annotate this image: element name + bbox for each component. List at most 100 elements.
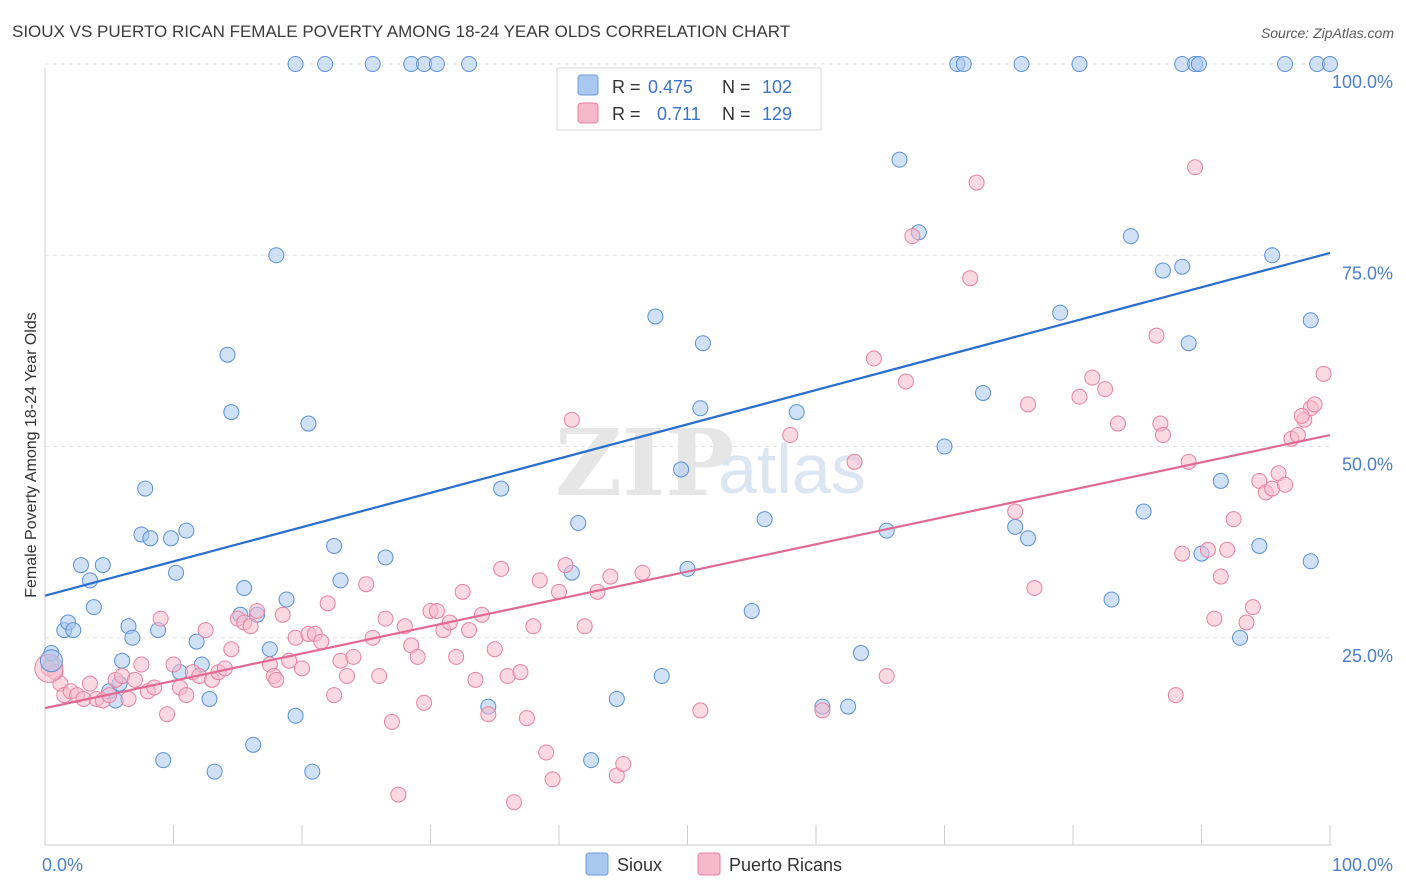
legend-n-label-sioux: N = <box>722 77 751 97</box>
point-puerto-ricans-22 <box>178 687 195 704</box>
point-puerto-ricans-44 <box>319 595 336 612</box>
point-puerto-ricans-130 <box>1293 407 1310 424</box>
legend-series: Sioux Puerto Ricans <box>585 852 842 876</box>
point-puerto-ricans-112 <box>1199 541 1216 558</box>
legend-bottom-swatch-sioux <box>585 852 609 876</box>
point-sioux-55 <box>608 690 625 707</box>
point-puerto-ricans-73 <box>512 664 529 681</box>
point-sioux-14 <box>124 629 141 646</box>
y-axis-title: Female Poverty Among 18-24 Year Olds <box>23 312 40 598</box>
x-tick-label-0: 0.0% <box>42 855 83 875</box>
point-puerto-ricans-111 <box>1187 159 1204 176</box>
point-puerto-ricans-65 <box>461 622 478 639</box>
point-sioux-59 <box>679 560 696 577</box>
point-puerto-ricans-108 <box>1167 687 1184 704</box>
point-sioux-28 <box>219 346 236 363</box>
point-sioux-36 <box>278 591 295 608</box>
point-puerto-ricans-40 <box>294 660 310 677</box>
point-puerto-ricans-80 <box>557 557 574 574</box>
point-puerto-ricans-101 <box>1071 388 1088 405</box>
watermark-atlas: atlas <box>718 430 866 508</box>
legend-n-value-sioux: 102 <box>762 77 792 97</box>
point-sioux-77 <box>1013 56 1030 72</box>
point-sioux-24 <box>188 633 205 650</box>
legend-n-label-puerto-ricans: N = <box>722 104 751 124</box>
point-puerto-ricans-88 <box>692 702 709 719</box>
point-puerto-ricans-81 <box>563 411 580 428</box>
x-tick-label-1: 100.0% <box>1332 855 1393 875</box>
point-sioux-35 <box>268 247 285 264</box>
point-puerto-ricans-54 <box>390 786 407 803</box>
point-sioux-53 <box>570 515 587 531</box>
point-sioux-84 <box>1174 258 1191 275</box>
point-sioux-64 <box>788 404 805 421</box>
legend-r-label-puerto-ricans: R = <box>612 104 641 124</box>
point-sioux-27 <box>206 763 223 780</box>
point-puerto-ricans-68 <box>480 706 497 723</box>
point-sioux-4 <box>65 622 82 639</box>
point-puerto-ricans-98 <box>1007 503 1024 520</box>
point-puerto-ricans-91 <box>846 453 863 470</box>
point-puerto-ricans-90 <box>814 702 831 719</box>
point-sioux-89 <box>1212 472 1229 489</box>
point-puerto-ricans-29 <box>223 641 240 658</box>
point-puerto-ricans-47 <box>338 668 355 684</box>
y-tick-label-3: 100.0% <box>1332 72 1393 92</box>
point-sioux-86 <box>1180 335 1197 352</box>
point-sioux-7 <box>85 599 102 616</box>
point-puerto-ricans-86 <box>615 755 632 772</box>
point-puerto-ricans-76 <box>531 572 548 589</box>
point-sioux-32 <box>245 736 262 753</box>
point-puerto-ricans-105 <box>1148 327 1165 344</box>
point-puerto-ricans-43 <box>313 633 330 650</box>
point-sioux-44 <box>364 56 381 72</box>
point-sioux-67 <box>852 645 869 662</box>
point-sioux-26 <box>201 690 218 707</box>
point-puerto-ricans-92 <box>865 350 882 367</box>
trend-line-puerto-ricans <box>44 433 1331 710</box>
trend-lines <box>44 251 1331 710</box>
legend-swatch-puerto-ricans <box>577 102 599 124</box>
point-puerto-ricans-58 <box>416 694 433 711</box>
point-puerto-ricans-19 <box>159 706 176 723</box>
point-sioux-62 <box>743 602 760 619</box>
point-sioux-88 <box>1190 56 1207 72</box>
point-puerto-ricans-17 <box>146 679 163 696</box>
legend-n-value-puerto-ricans: 129 <box>762 104 792 124</box>
point-sioux-73 <box>955 56 972 72</box>
point-puerto-ricans-93 <box>878 668 895 684</box>
chart-title: SIOUX VS PUERTO RICAN FEMALE POVERTY AMO… <box>12 22 791 41</box>
point-puerto-ricans-116 <box>1225 511 1242 528</box>
point-puerto-ricans-20 <box>165 656 182 673</box>
legend-stats: R = 0.475 N = 102 R = 0.711 N = 129 <box>556 67 822 131</box>
point-sioux-38 <box>287 707 304 724</box>
point-puerto-ricans-45 <box>326 687 343 704</box>
point-puerto-ricans-96 <box>962 270 979 287</box>
point-sioux-63 <box>756 511 773 528</box>
point-sioux-51 <box>493 480 510 497</box>
point-sioux-8 <box>94 557 111 574</box>
point-sioux-23 <box>178 522 195 539</box>
point-sioux-78 <box>1052 304 1069 321</box>
point-sioux-83 <box>1154 262 1171 279</box>
watermark: ZIP atlas <box>555 409 866 517</box>
point-sioux-16 <box>137 480 154 497</box>
point-puerto-ricans-87 <box>634 564 651 581</box>
point-sioux-17 <box>142 530 159 547</box>
point-puerto-ricans-48 <box>345 648 362 665</box>
legend-r-value-sioux: 0.475 <box>648 77 693 97</box>
point-puerto-ricans-115 <box>1219 541 1236 558</box>
point-sioux-81 <box>1122 228 1139 245</box>
point-puerto-ricans-60 <box>428 602 445 619</box>
point-sioux-80 <box>1103 591 1120 608</box>
point-sioux-29 <box>223 404 240 421</box>
point-sioux-20 <box>162 530 179 547</box>
point-puerto-ricans-57 <box>409 648 426 665</box>
point-puerto-ricans-78 <box>544 771 561 788</box>
point-sioux-76 <box>1020 530 1037 547</box>
point-sioux-42 <box>326 537 343 554</box>
point-sioux-92 <box>1251 537 1268 554</box>
point-sioux-41 <box>317 56 334 72</box>
y-tick-label-0: 25.0% <box>1342 646 1393 666</box>
point-sioux-56 <box>647 308 664 325</box>
